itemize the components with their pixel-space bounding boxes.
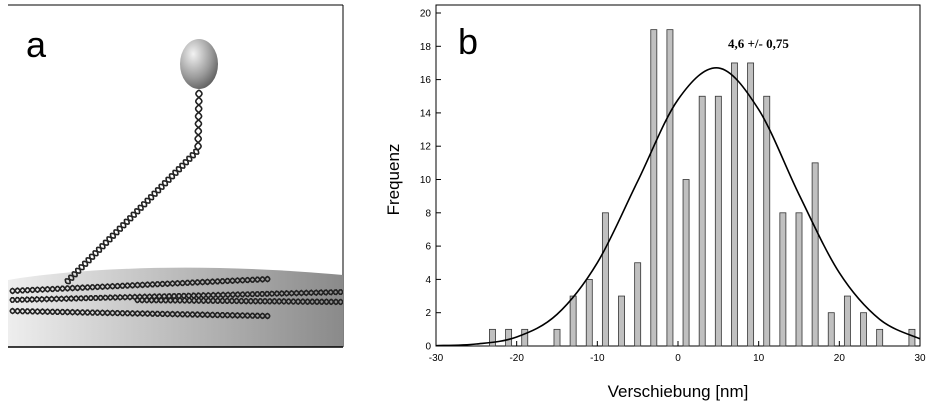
y-tick-label: 2 [425, 308, 431, 319]
bar [666, 29, 674, 347]
bar [795, 212, 803, 347]
x-tick-label: 30 [914, 353, 926, 364]
bar [682, 179, 690, 347]
bar [521, 328, 529, 347]
y-tick-label: 10 [420, 175, 432, 186]
y-tick-label: 20 [420, 9, 432, 20]
bar [843, 295, 851, 347]
x-tick-label: -30 [429, 353, 444, 364]
bar [827, 312, 835, 347]
x-axis-title: Verschiebung [nm] [608, 382, 749, 401]
dna-strand [9, 289, 344, 303]
y-tick-label: 16 [420, 75, 432, 86]
bar [553, 328, 561, 347]
y-tick-label: 4 [425, 275, 431, 286]
x-tick-label: 20 [834, 353, 846, 364]
dna-strand [9, 276, 271, 294]
dna-strand [64, 149, 200, 284]
bar [585, 278, 593, 347]
y-tick-label: 0 [425, 342, 431, 353]
bar [489, 328, 496, 347]
bar [601, 212, 609, 347]
bar [569, 295, 577, 347]
bar [714, 95, 722, 347]
x-tick-label: 10 [753, 353, 765, 364]
bar [763, 95, 771, 347]
plot-frame [435, 4, 921, 347]
bar [618, 295, 625, 347]
y-tick-label: 12 [420, 142, 432, 153]
surface [8, 267, 343, 347]
y-tick-label: 6 [425, 242, 431, 253]
bar [634, 262, 642, 347]
bar [747, 62, 755, 347]
bar [811, 162, 819, 347]
panel-label: b [458, 21, 478, 62]
y-tick-label: 8 [425, 208, 431, 219]
fit-curve [435, 67, 921, 347]
panel-a: a [8, 4, 344, 348]
dna-strand [194, 89, 203, 151]
x-tick-label: 0 [675, 353, 681, 364]
x-tick-label: -10 [590, 353, 605, 364]
dna-strand [9, 307, 271, 320]
bar [505, 328, 513, 347]
bar [731, 62, 738, 347]
annotation: 4,6 +/- 0,75 [728, 36, 789, 51]
bar [876, 328, 884, 347]
bead [180, 39, 218, 89]
y-axis-title: Frequenz [384, 144, 403, 216]
bar [908, 328, 916, 347]
dna-strand [134, 296, 344, 306]
bar [860, 312, 867, 347]
panel-label: a [26, 24, 47, 65]
bar [779, 212, 787, 347]
y-tick-label: 18 [420, 42, 432, 53]
y-tick-label: 14 [420, 108, 432, 119]
bar [650, 29, 658, 347]
x-tick-label: -20 [509, 353, 524, 364]
bar [698, 95, 706, 347]
